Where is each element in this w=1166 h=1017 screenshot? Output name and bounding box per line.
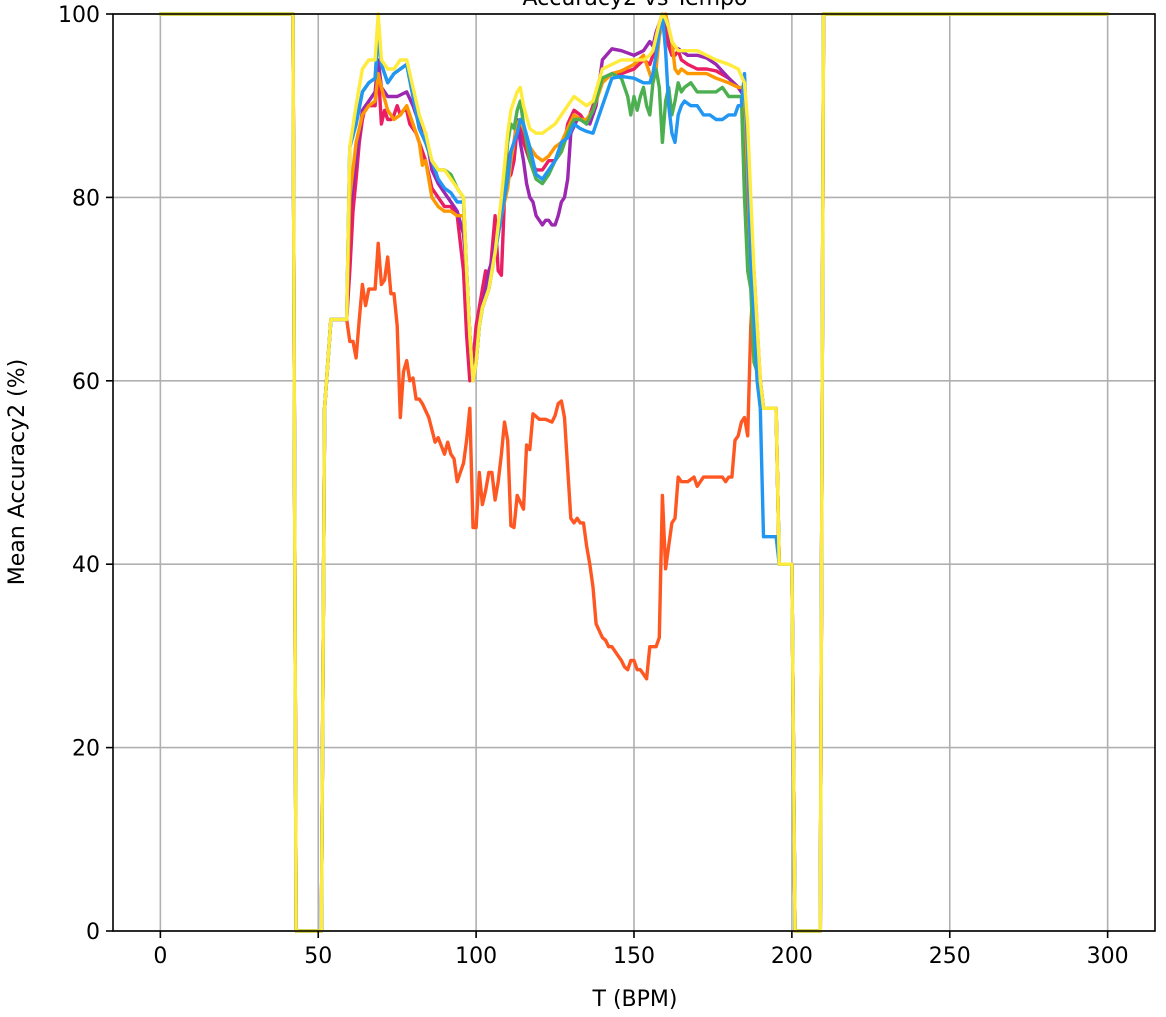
x-tick-label: 200 xyxy=(771,944,813,969)
chart-title: Accuracy2 vs Tempo xyxy=(523,0,748,11)
y-tick-label: 40 xyxy=(72,553,100,578)
series-line-7 xyxy=(158,12,1110,933)
y-tick-label: 80 xyxy=(72,186,100,211)
series-lines xyxy=(158,12,1110,933)
x-tick-label: 100 xyxy=(455,944,497,969)
x-axis-label: T (BPM) xyxy=(592,987,678,1012)
series-line-2 xyxy=(158,12,1110,933)
series-line-3 xyxy=(158,12,1110,933)
axis-ticks: 0 50 100 150 200 250 300 0 20 40 60 80 100 xyxy=(58,3,1129,969)
x-tick-label: 0 xyxy=(153,944,167,969)
y-tick-label: 20 xyxy=(72,737,100,762)
x-tick-label: 50 xyxy=(304,944,332,969)
x-tick-label: 250 xyxy=(929,944,971,969)
y-axis-label: Mean Accuracy2 (%) xyxy=(5,359,30,585)
series-line-1 xyxy=(158,12,1110,933)
x-tick-label: 300 xyxy=(1087,944,1129,969)
y-tick-label: 0 xyxy=(86,920,100,945)
x-tick-label: 150 xyxy=(613,944,655,969)
y-tick-label: 100 xyxy=(58,3,100,28)
y-tick-label: 60 xyxy=(72,370,100,395)
